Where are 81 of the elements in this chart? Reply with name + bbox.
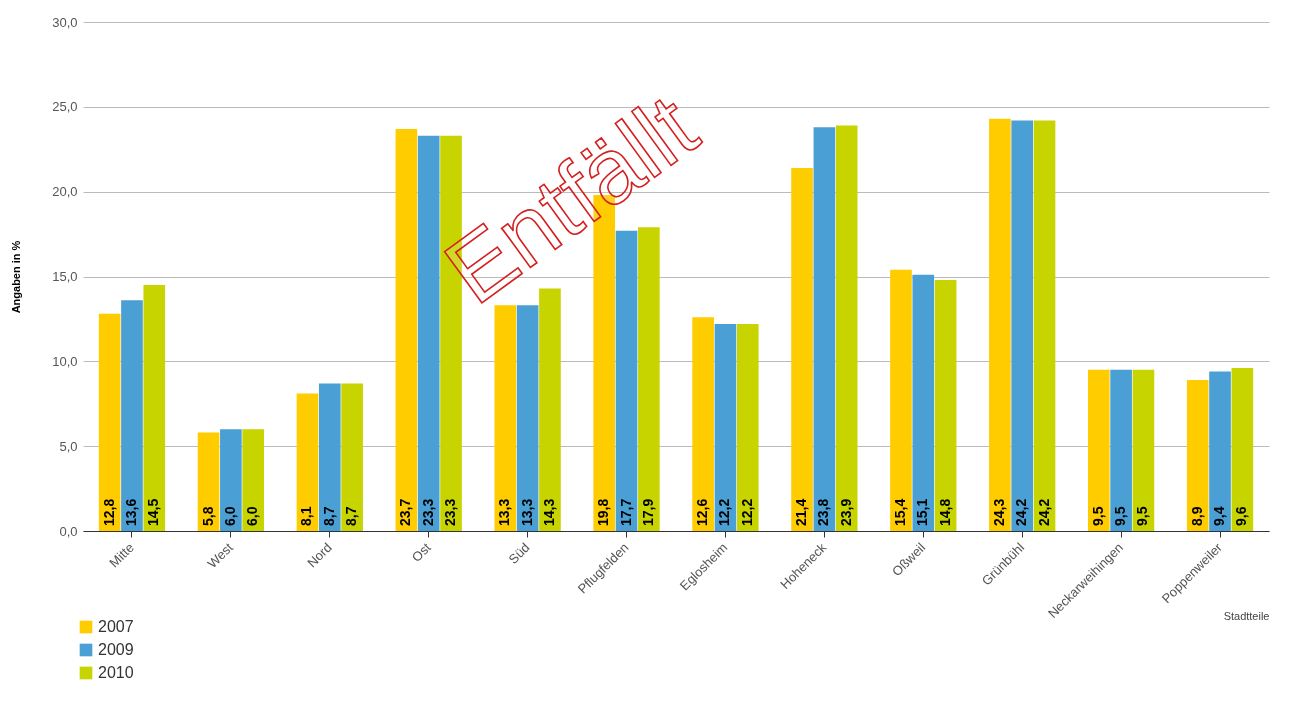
- data-label: 9,5: [1089, 506, 1106, 526]
- data-label: 8,7: [343, 506, 360, 526]
- bar: [318, 383, 341, 531]
- data-label: 23,3: [442, 498, 459, 526]
- data-label: 24,2: [1013, 498, 1030, 526]
- x-tick-label: Ost: [408, 539, 434, 565]
- bar: [1011, 120, 1034, 531]
- bar: [934, 279, 957, 531]
- bar: [791, 167, 813, 531]
- data-label: 9,6: [1233, 506, 1250, 526]
- bar: [197, 432, 220, 531]
- data-label: 21,4: [793, 498, 810, 526]
- bar: [417, 135, 440, 531]
- y-tick-label: 15,0: [52, 269, 78, 284]
- bar: [1231, 368, 1254, 531]
- x-tick-label: Süd: [505, 539, 533, 567]
- data-label: 9,5: [1112, 506, 1129, 526]
- data-label: 14,5: [145, 498, 162, 526]
- bar: [121, 300, 143, 531]
- data-label: 9,5: [1134, 506, 1151, 526]
- data-label: 14,3: [540, 498, 557, 526]
- bar: [835, 125, 858, 531]
- legend-label: 2010: [98, 664, 134, 681]
- data-label: 17,7: [617, 498, 634, 526]
- data-label: 23,3: [419, 498, 436, 526]
- bar: [143, 284, 166, 531]
- data-label: 9,4: [1211, 506, 1228, 526]
- y-tick-label: 25,0: [52, 99, 78, 115]
- data-label: 23,7: [397, 498, 414, 526]
- bar: [296, 393, 319, 531]
- bar: [692, 317, 714, 531]
- data-label: 14,8: [936, 498, 953, 526]
- data-label: 12,8: [100, 498, 117, 526]
- bar: [98, 313, 121, 531]
- legend-label: 2009: [98, 641, 134, 658]
- data-label: 6,0: [221, 506, 238, 526]
- data-label: 12,2: [716, 498, 733, 526]
- y-axis-title: Angaben in %: [10, 240, 23, 314]
- bar: [1033, 120, 1056, 531]
- data-label: 8,9: [1188, 506, 1205, 526]
- bar: [989, 118, 1011, 531]
- data-label: 5,8: [199, 506, 216, 526]
- y-tick-label: 20,0: [52, 184, 78, 200]
- data-label: 24,2: [1035, 498, 1052, 526]
- bar: [1110, 369, 1132, 531]
- y-tick-label: 10,0: [52, 353, 78, 369]
- bar: [494, 305, 517, 531]
- data-label: 15,4: [891, 498, 908, 526]
- bar: [341, 383, 363, 531]
- bar: [220, 429, 242, 531]
- data-label: 13,6: [122, 498, 139, 526]
- bar: [813, 127, 836, 531]
- bar: [1186, 380, 1209, 531]
- data-label: 15,1: [914, 498, 931, 526]
- data-label: 23,8: [815, 498, 832, 526]
- y-tick-label: 30,0: [52, 14, 78, 30]
- bar: [242, 429, 265, 531]
- data-label: 12,2: [738, 498, 755, 526]
- bar: [1209, 371, 1231, 531]
- bar: [1132, 369, 1155, 531]
- data-label: 12,6: [694, 498, 711, 526]
- data-label: 6,0: [244, 506, 261, 526]
- data-label: 17,9: [639, 498, 656, 526]
- data-label: 19,8: [595, 498, 612, 526]
- x-axis-title: Stadtteile: [1223, 609, 1270, 622]
- legend-label: 2007: [98, 618, 134, 635]
- data-label: 13,3: [496, 498, 513, 526]
- bar: [1087, 369, 1110, 531]
- data-label: 8,7: [320, 506, 337, 526]
- bar: [890, 269, 912, 531]
- bar: [516, 305, 539, 531]
- y-tick-label: 5,0: [59, 438, 78, 454]
- bar: [912, 274, 935, 531]
- data-label: 13,3: [518, 498, 535, 526]
- bar: [736, 324, 759, 531]
- bar: [714, 324, 737, 531]
- data-label: 23,9: [837, 498, 854, 526]
- bar: [395, 128, 418, 531]
- data-label: 8,1: [298, 506, 315, 526]
- y-tick-label: 0,0: [59, 523, 78, 539]
- data-label: 24,3: [990, 498, 1007, 526]
